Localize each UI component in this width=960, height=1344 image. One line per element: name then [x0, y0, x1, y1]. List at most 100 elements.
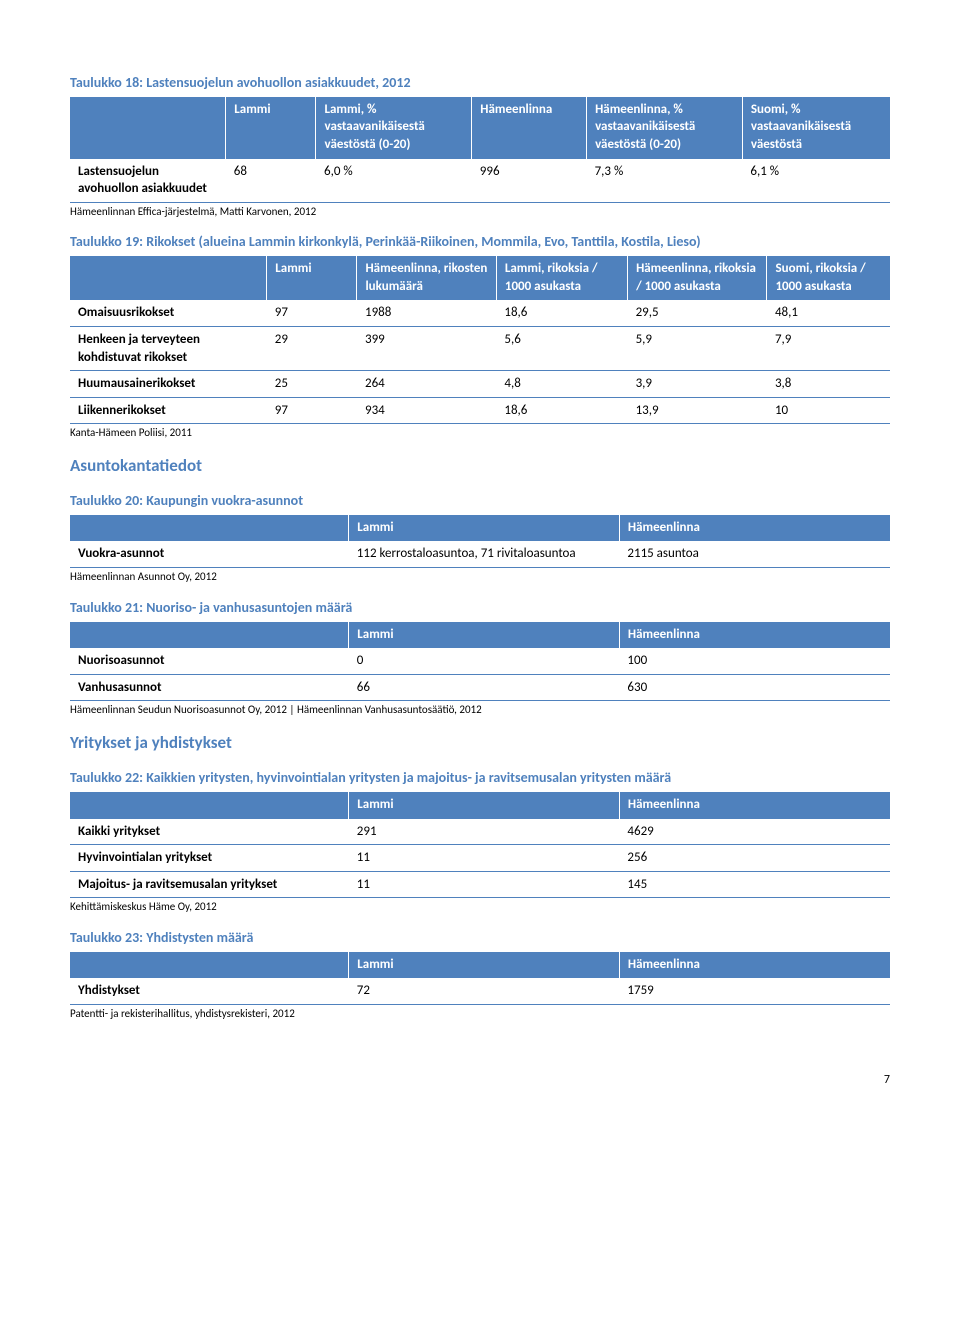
table-22-title: Taulukko 22: Kaikkien yritysten, hyvinvo…	[70, 769, 890, 788]
table-row: Huumausainerikokset 25 264 4,8 3,9 3,8	[70, 371, 890, 398]
table-row: Omaisuusrikokset 97 1988 18,6 29,5 48,1	[70, 300, 890, 327]
table-header: Suomi, rikoksia / 1000 asukasta	[767, 256, 890, 300]
cell: 1759	[619, 978, 890, 1005]
cell: 399	[357, 327, 496, 371]
cell: 5,6	[496, 327, 627, 371]
cell: 100	[619, 648, 890, 675]
row-label: Nuorisoasunnot	[70, 648, 349, 675]
table-20: Lammi Hämeenlinna Vuokra-asunnot 112 ker…	[70, 515, 890, 568]
table-header	[70, 256, 267, 300]
cell: 68	[226, 158, 316, 202]
cell: 630	[619, 674, 890, 701]
table-22-source: Kehittämiskeskus Häme Oy, 2012	[70, 900, 890, 915]
table-row: Majoitus- ja ravitsemusalan yritykset 11…	[70, 871, 890, 898]
table-row: Vanhusasunnot 66 630	[70, 674, 890, 701]
table-20-source: Hämeenlinnan Asunnot Oy, 2012	[70, 570, 890, 585]
row-label: Henkeen ja terveyteen kohdistuvat rikoks…	[70, 327, 267, 371]
table-19: Lammi Hämeenlinna, rikosten lukumäärä La…	[70, 256, 890, 424]
cell: 11	[349, 845, 620, 872]
table-header: Hämeenlinna, rikosten lukumäärä	[357, 256, 496, 300]
table-header: Lammi	[349, 952, 620, 978]
cell: 29	[267, 327, 357, 371]
table-header	[70, 792, 349, 818]
cell: 6,1 %	[742, 158, 890, 202]
table-row: Nuorisoasunnot 0 100	[70, 648, 890, 675]
cell: 0	[349, 648, 620, 675]
cell: 7,9	[767, 327, 890, 371]
table-header: Lammi, rikoksia / 1000 asukasta	[496, 256, 627, 300]
cell: 18,6	[496, 397, 627, 424]
table-header	[70, 952, 349, 978]
table-header: Lammi	[349, 792, 620, 818]
table-header: Hämeenlinna, % vastaavanikäisestä väestö…	[587, 97, 743, 158]
table-row: Vuokra-asunnot 112 kerrostaloasuntoa, 71…	[70, 541, 890, 568]
table-header: Lammi	[349, 515, 620, 541]
table-header: Lammi, % vastaavanikäisestä väestöstä (0…	[316, 97, 472, 158]
cell: 145	[619, 871, 890, 898]
table-19-source: Kanta-Hämeen Poliisi, 2011	[70, 426, 890, 441]
table-23-source: Patentti- ja rekisterihallitus, yhdistys…	[70, 1007, 890, 1022]
table-row: Henkeen ja terveyteen kohdistuvat rikoks…	[70, 327, 890, 371]
row-label: Lastensuojelun avohuollon asiakkuudet	[70, 158, 226, 202]
cell: 72	[349, 978, 620, 1005]
table-header: Hämeenlinna	[619, 952, 890, 978]
table-header	[70, 97, 226, 158]
table-22: Lammi Hämeenlinna Kaikki yritykset 291 4…	[70, 792, 890, 898]
cell: 7,3 %	[587, 158, 743, 202]
cell: 97	[267, 397, 357, 424]
table-19-title: Taulukko 19: Rikokset (alueina Lammin ki…	[70, 233, 890, 252]
table-header: Lammi	[349, 622, 620, 648]
row-label: Majoitus- ja ravitsemusalan yritykset	[70, 871, 349, 898]
table-18-source: Hämeenlinnan Effica-järjestelmä, Matti K…	[70, 205, 890, 220]
table-header: Hämeenlinna	[472, 97, 587, 158]
cell: 3,8	[767, 371, 890, 398]
table-header	[70, 515, 349, 541]
cell: 996	[472, 158, 587, 202]
section-yritykset-heading: Yritykset ja yhdistykset	[70, 732, 890, 755]
row-label: Huumausainerikokset	[70, 371, 267, 398]
table-header: Hämeenlinna, rikoksia / 1000 asukasta	[628, 256, 767, 300]
cell: 11	[349, 871, 620, 898]
page-number: 7	[70, 1072, 890, 1088]
table-23-title: Taulukko 23: Yhdistysten määrä	[70, 929, 890, 948]
cell: 291	[349, 818, 620, 845]
row-label: Vanhusasunnot	[70, 674, 349, 701]
cell: 18,6	[496, 300, 627, 327]
cell: 6,0 %	[316, 158, 472, 202]
cell: 5,9	[628, 327, 767, 371]
row-label: Omaisuusrikokset	[70, 300, 267, 327]
cell: 112 kerrostaloasuntoa, 71 rivitaloasunto…	[349, 541, 620, 568]
cell: 1988	[357, 300, 496, 327]
row-label: Kaikki yritykset	[70, 818, 349, 845]
row-label: Vuokra-asunnot	[70, 541, 349, 568]
table-row: Lastensuojelun avohuollon asiakkuudet 68…	[70, 158, 890, 202]
table-header: Suomi, % vastaavanikäisestä väestöstä	[742, 97, 890, 158]
cell: 4,8	[496, 371, 627, 398]
table-header: Lammi	[267, 256, 357, 300]
cell: 3,9	[628, 371, 767, 398]
table-row: Hyvinvointialan yritykset 11 256	[70, 845, 890, 872]
cell: 934	[357, 397, 496, 424]
row-label: Hyvinvointialan yritykset	[70, 845, 349, 872]
table-23: Lammi Hämeenlinna Yhdistykset 72 1759	[70, 952, 890, 1005]
cell: 264	[357, 371, 496, 398]
table-18: Lammi Lammi, % vastaavanikäisestä väestö…	[70, 97, 890, 203]
table-18-title: Taulukko 18: Lastensuojelun avohuollon a…	[70, 74, 890, 93]
row-label: Liikennerikokset	[70, 397, 267, 424]
cell: 13,9	[628, 397, 767, 424]
cell: 25	[267, 371, 357, 398]
cell: 48,1	[767, 300, 890, 327]
table-21: Lammi Hämeenlinna Nuorisoasunnot 0 100 V…	[70, 622, 890, 702]
section-asunto-heading: Asuntokantatiedot	[70, 455, 890, 478]
table-header: Hämeenlinna	[619, 622, 890, 648]
table-header: Hämeenlinna	[619, 792, 890, 818]
table-header	[70, 622, 349, 648]
table-header: Hämeenlinna	[619, 515, 890, 541]
cell: 4629	[619, 818, 890, 845]
cell: 10	[767, 397, 890, 424]
table-row: Kaikki yritykset 291 4629	[70, 818, 890, 845]
table-row: Yhdistykset 72 1759	[70, 978, 890, 1005]
table-21-source: Hämeenlinnan Seudun Nuorisoasunnot Oy, 2…	[70, 703, 890, 718]
cell: 29,5	[628, 300, 767, 327]
table-row: Liikennerikokset 97 934 18,6 13,9 10	[70, 397, 890, 424]
